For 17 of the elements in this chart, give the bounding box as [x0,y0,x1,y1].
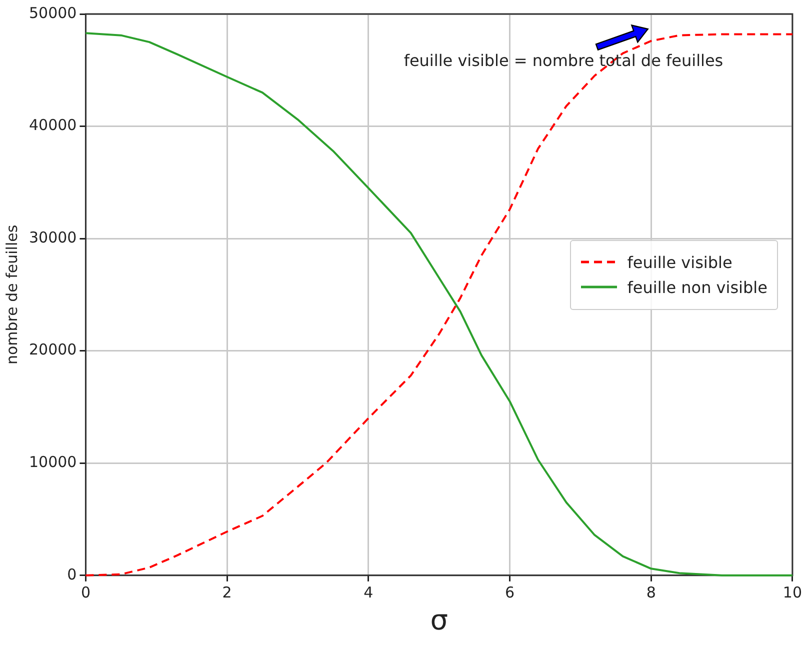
annotation: feuille visible = nombre total de feuilles [404,51,724,70]
y-tick-label: 0 [67,565,77,584]
x-tick-label: 6 [504,583,515,602]
x-tick-label: 4 [364,583,374,602]
legend-label: feuille visible [627,252,732,272]
x-tick-label: 0 [80,583,90,602]
y-tick-label: 30000 [29,228,77,246]
x-tick-label: 8 [646,583,656,602]
x-axis-title: σ [430,603,448,636]
y-tick-label: 40000 [29,116,77,134]
y-tick-label: 20000 [29,340,77,359]
x-tick-label: 2 [222,583,232,602]
legend-label: feuille non visible [627,278,768,297]
y-tick-label: 10000 [29,453,77,472]
y-axis-title: nombre de feuilles [2,224,21,365]
x-tick-label: 10 [782,583,802,602]
y-tick-label: 50000 [29,4,77,22]
